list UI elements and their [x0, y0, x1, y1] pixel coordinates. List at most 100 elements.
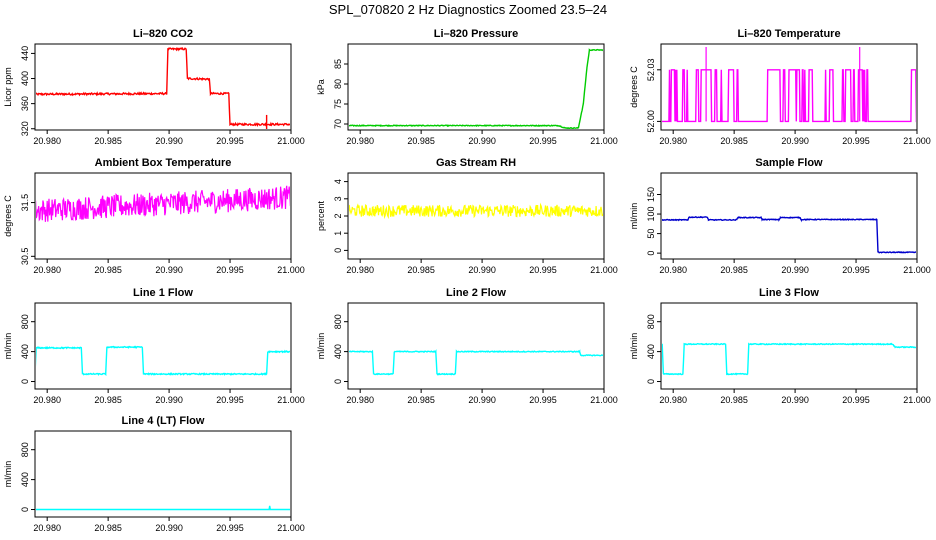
y-tick-label: 0: [646, 379, 656, 384]
y-tick-label: 30.5: [20, 248, 30, 266]
y-tick-label: 4: [333, 179, 343, 184]
panel-10: Line 4 (LT) Flow 20.980 20.985 20.990 20.995…: [3, 415, 305, 533]
x-tick-label: 20.980: [33, 136, 61, 146]
x-tick-label: 20.990: [781, 136, 809, 146]
x-tick-label: 20.990: [468, 395, 496, 405]
x-tick-label: 20.990: [781, 265, 809, 275]
y-tick-label: 2: [333, 213, 343, 218]
figure-title: SPL_070820 2 Hz Diagnostics Zoomed 23.5–…: [328, 2, 608, 17]
x-tick-label: 20.980: [659, 265, 687, 275]
x-tick-label: 20.990: [468, 136, 496, 146]
series-line: [36, 185, 290, 222]
y-tick-label: 440: [20, 46, 30, 61]
panel-title: Line 4 (LT) Flow: [122, 415, 205, 427]
y-tick-label: 800: [646, 314, 656, 329]
panel-title: Line 3 Flow: [759, 287, 819, 299]
y-tick-label: 400: [333, 344, 343, 359]
x-tick-label: 20.995: [529, 265, 557, 275]
x-tick-label: 20.980: [33, 523, 61, 533]
panel-7: Line 1 Flow 20.980 20.985 20.990 20.995 21.00…: [3, 287, 305, 405]
panel-title: Li–820 Temperature: [737, 28, 840, 40]
plot-frame: [660, 43, 918, 131]
y-tick-label: 400: [20, 472, 30, 487]
panel-title: Line 2 Flow: [446, 287, 506, 299]
series-line: [36, 505, 290, 511]
panel-9: Line 3 Flow 20.980 20.985 20.990 20.995 21.00…: [629, 287, 931, 405]
x-tick-label: 20.980: [346, 136, 374, 146]
y-tick-label: 400: [20, 71, 30, 86]
y-tick-label: 400: [20, 344, 30, 359]
x-tick-label: 20.985: [720, 395, 748, 405]
plot-frame: [34, 430, 292, 518]
panel-title: Line 1 Flow: [133, 287, 193, 299]
y-tick-label: 1: [333, 231, 343, 236]
series-line: [349, 48, 603, 129]
x-tick-label: 20.990: [468, 265, 496, 275]
x-tick-label: 20.995: [842, 265, 870, 275]
x-tick-label: 20.995: [842, 136, 870, 146]
plot-frame: [660, 302, 918, 390]
x-tick-label: 20.995: [216, 395, 244, 405]
y-axis-label: ml/min: [629, 333, 639, 360]
x-tick-label: 20.995: [216, 523, 244, 533]
x-tick-label: 20.985: [407, 136, 435, 146]
y-tick-label: 75: [333, 99, 343, 109]
x-tick-label: 20.980: [346, 265, 374, 275]
series-line: [36, 345, 290, 376]
plot-frame: [34, 172, 292, 260]
x-tick-label: 20.985: [720, 136, 748, 146]
y-tick-label: 50: [646, 229, 656, 239]
x-tick-label: 20.995: [529, 136, 557, 146]
panel-8: Line 2 Flow 20.980 20.985 20.990 20.995 21.00…: [316, 287, 618, 405]
series-line: [349, 202, 603, 220]
y-axis-label: degrees C: [629, 66, 639, 108]
x-tick-label: 20.980: [659, 136, 687, 146]
plot-frame: [347, 172, 605, 260]
x-tick-label: 20.980: [659, 395, 687, 405]
panel-title: Li–820 CO2: [133, 28, 193, 40]
y-tick-label: 400: [646, 344, 656, 359]
x-tick-label: 20.985: [94, 395, 122, 405]
panel-title: Sample Flow: [755, 157, 823, 169]
x-tick-label: 21.000: [277, 523, 305, 533]
panel-title: Gas Stream RH: [436, 157, 516, 169]
y-tick-label: 52.00: [646, 110, 656, 133]
y-axis-label: degrees C: [3, 195, 13, 237]
panel-5: Gas Stream RH 20.980 20.985 20.990 20.995 21.…: [316, 157, 618, 275]
panel-3: Li–820 Temperature 20.980 20.985 20.990 20.9…: [629, 28, 931, 146]
panel-title: Ambient Box Temperature: [95, 157, 232, 169]
y-tick-label: 0: [333, 248, 343, 253]
x-tick-label: 20.990: [155, 136, 183, 146]
y-axis-label: ml/min: [3, 333, 13, 360]
y-tick-label: 80: [333, 79, 343, 89]
series-line: [662, 215, 916, 254]
y-tick-label: 0: [20, 379, 30, 384]
x-tick-label: 20.990: [155, 395, 183, 405]
y-axis-label: ml/min: [3, 461, 13, 488]
y-tick-label: 800: [20, 442, 30, 457]
y-tick-label: 100: [646, 207, 656, 222]
x-tick-label: 20.995: [529, 395, 557, 405]
x-tick-label: 21.000: [903, 265, 931, 275]
x-tick-label: 20.985: [407, 395, 435, 405]
x-tick-label: 20.980: [33, 265, 61, 275]
x-tick-label: 21.000: [903, 395, 931, 405]
series-line: [36, 47, 290, 127]
x-tick-label: 21.000: [590, 395, 618, 405]
y-tick-label: 0: [646, 251, 656, 256]
plot-frame: [34, 43, 292, 131]
x-tick-label: 20.985: [94, 523, 122, 533]
plot-frame: [34, 302, 292, 390]
y-axis-label: kPa: [316, 79, 326, 95]
series-line: [662, 342, 916, 376]
x-tick-label: 20.980: [346, 395, 374, 405]
x-tick-label: 21.000: [903, 136, 931, 146]
y-tick-label: 800: [333, 314, 343, 329]
panel-title: Li–820 Pressure: [434, 28, 518, 40]
series-line: [662, 69, 916, 123]
x-tick-label: 20.995: [216, 265, 244, 275]
y-tick-label: 0: [20, 507, 30, 512]
x-tick-label: 20.990: [155, 265, 183, 275]
y-axis-label: Licor ppm: [3, 67, 13, 107]
